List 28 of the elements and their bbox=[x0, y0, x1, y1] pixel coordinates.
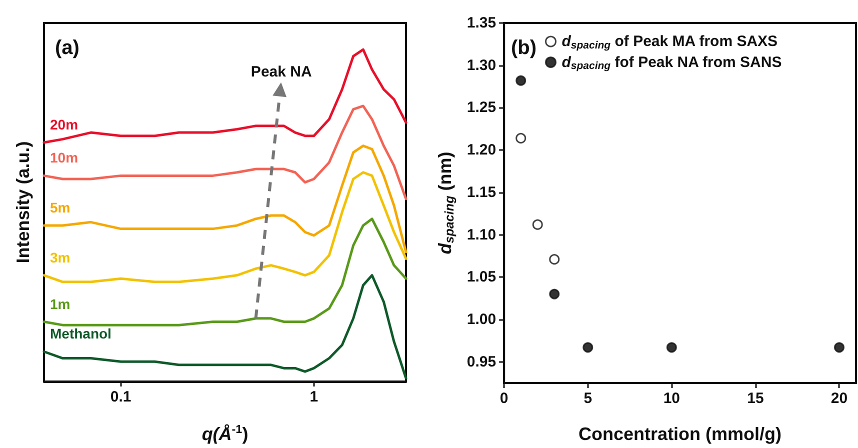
series-label: 1m bbox=[50, 296, 70, 312]
x-tick-label: 15 bbox=[747, 390, 764, 407]
series-label: Methanol bbox=[50, 326, 112, 342]
y-axis-title: Intensity (a.u.) bbox=[13, 141, 33, 264]
x-tick-label: 10 bbox=[663, 390, 680, 407]
y-tick-label: 1.25 bbox=[466, 99, 496, 116]
series-label: 5m bbox=[50, 199, 70, 216]
y-tick-label: 1.15 bbox=[466, 184, 496, 201]
x-tick-label: 0 bbox=[500, 390, 508, 407]
series-label: 20m bbox=[50, 116, 78, 132]
y-tick-label: 1.30 bbox=[466, 56, 496, 74]
series-label: 3m bbox=[50, 249, 70, 266]
series-label: 10m bbox=[50, 150, 78, 166]
y-tick-label: 1.20 bbox=[466, 142, 496, 159]
x-tick-label: 20 bbox=[830, 390, 848, 407]
chart-title: (a) bbox=[55, 37, 80, 59]
y-tick-label: 1.10 bbox=[466, 226, 496, 244]
y-tick-label: 1.00 bbox=[466, 310, 496, 328]
y-tick-label: 0.95 bbox=[466, 353, 496, 370]
y-tick-label: 1.35 bbox=[466, 14, 496, 32]
x-axis-title: Concentration (mmol/g) bbox=[578, 424, 782, 444]
x-tick-label: 0.1 bbox=[110, 388, 132, 406]
y-axis-title: dspacing (nm) bbox=[435, 152, 456, 254]
x-tick-label: 1 bbox=[310, 388, 318, 406]
x-tick-label: 5 bbox=[584, 390, 592, 407]
annotation: Peak NA bbox=[250, 63, 312, 80]
text: (b) bbox=[511, 37, 537, 59]
y-tick-label: 1.05 bbox=[466, 268, 496, 286]
